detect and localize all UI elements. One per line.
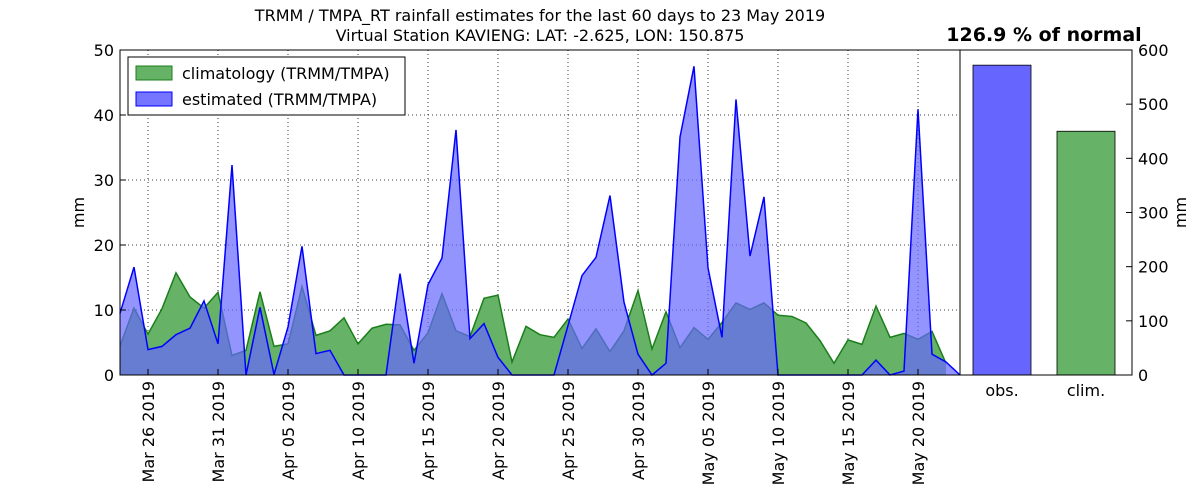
x-tick-label: May 10 2019 — [769, 381, 788, 485]
y-axis-label: mm — [69, 197, 88, 228]
x-tick-label: Apr 05 2019 — [279, 381, 298, 480]
legend-label-estimated: estimated (TRMM/TMPA) — [182, 90, 377, 109]
x-tick-label: Apr 25 2019 — [559, 381, 578, 480]
x-tick-label: Apr 30 2019 — [629, 381, 648, 480]
climatology-line — [119, 271, 947, 365]
y-tick-label: 20 — [94, 236, 114, 255]
legend-swatch-climatology — [135, 65, 173, 81]
side-y-tick-label: 0 — [1138, 366, 1148, 385]
side-y-tick-label: 100 — [1138, 312, 1169, 331]
chart-subtitle: Virtual Station KAVIENG: LAT: -2.625, LO… — [335, 26, 745, 45]
x-tick-label: Apr 10 2019 — [349, 381, 368, 480]
x-tick-label: Apr 15 2019 — [419, 381, 438, 480]
bar-climatology — [1056, 130, 1116, 376]
x-tick-label: Mar 26 2019 — [139, 381, 158, 482]
bar-category-label: obs. — [985, 381, 1018, 400]
x-tick-label: Mar 31 2019 — [209, 381, 228, 482]
side-y-axis-label: mm — [1171, 197, 1190, 228]
percent-of-normal-label: 126.9 % of normal — [946, 24, 1142, 46]
legend-label-climatology: climatology (TRMM/TMPA) — [182, 64, 390, 83]
y-tick-label: 10 — [94, 301, 114, 320]
side-y-tick-label: 500 — [1138, 95, 1169, 114]
side-y-tick-label: 300 — [1138, 204, 1169, 223]
legend: climatology (TRMM/TMPA) estimated (TRMM/T… — [127, 56, 406, 116]
y-tick-label: 50 — [94, 41, 114, 60]
legend-swatch-estimated — [135, 91, 173, 107]
side-y-tick-label: 200 — [1138, 258, 1169, 277]
bar-category-label: clim. — [1067, 381, 1105, 400]
bar-observed — [972, 64, 1032, 376]
legend-box — [127, 56, 406, 116]
side-y-tick-label: 600 — [1138, 41, 1169, 60]
x-tick-label: May 05 2019 — [699, 381, 718, 485]
y-tick-label: 40 — [94, 106, 114, 125]
chart-title-line1: TRMM / TMPA_RT rainfall estimates for th… — [254, 6, 826, 25]
x-tick-label: May 20 2019 — [909, 381, 928, 485]
y-tick-label: 0 — [104, 366, 114, 385]
x-tick-label: May 15 2019 — [839, 381, 858, 485]
y-tick-label: 30 — [94, 171, 114, 190]
estimated-area — [120, 66, 960, 376]
x-tick-label: Apr 20 2019 — [489, 381, 508, 480]
side-y-tick-label: 400 — [1138, 149, 1169, 168]
